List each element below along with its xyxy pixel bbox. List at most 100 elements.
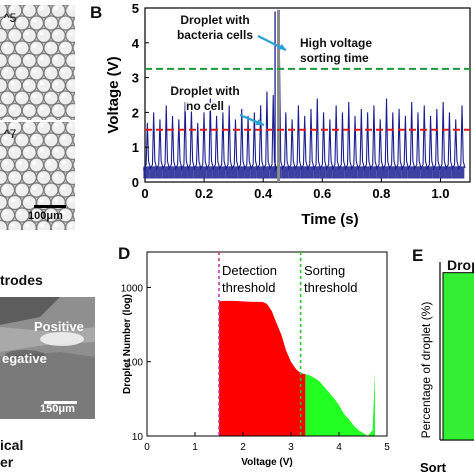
droplet-highlight <box>39 81 44 86</box>
y-tick-label-d: 10 <box>132 432 144 443</box>
droplet-highlight <box>68 123 73 128</box>
signal-baseline <box>200 166 207 179</box>
signal-baseline <box>212 166 219 179</box>
x-tick-label-b: 0 <box>141 186 148 201</box>
signal-baseline <box>288 166 295 179</box>
droplet-highlight <box>3 160 8 165</box>
droplet-highlight <box>61 185 66 190</box>
droplet-circle <box>65 52 75 69</box>
annotation-detection-threshold: threshold <box>222 280 275 295</box>
signal-baseline <box>306 166 314 179</box>
sorting-window-bar <box>277 9 281 182</box>
signal-peak <box>312 98 321 171</box>
x-axis-label-e: Sort <box>420 460 447 474</box>
signal-peak <box>306 108 315 171</box>
droplet-highlight <box>10 31 15 36</box>
signal-peak <box>407 101 416 171</box>
annotation-sorting-time: High voltage <box>300 36 372 50</box>
histogram-detected-area <box>219 300 306 436</box>
droplet-highlight <box>61 93 66 98</box>
droplet-highlight <box>3 210 8 215</box>
y-axis-label-b: Voltage (V) <box>105 56 122 133</box>
signal-peak <box>413 112 422 171</box>
droplet-circle <box>65 77 75 94</box>
plot-frame-b <box>144 7 471 183</box>
x-tick-label-d: 4 <box>336 442 342 453</box>
signal-peak <box>419 105 428 171</box>
droplet-circle <box>29 115 44 120</box>
scale-bar-a-label: 100μm <box>28 210 63 222</box>
droplet-highlight <box>17 210 22 215</box>
droplet-highlight <box>54 223 59 228</box>
signal-baseline <box>244 166 251 179</box>
signal-baseline <box>344 166 352 179</box>
droplet-circle <box>65 102 75 119</box>
signal-baseline <box>193 166 201 179</box>
signal-baseline <box>225 166 232 179</box>
droplet-highlight <box>10 56 15 61</box>
signal-baseline <box>313 166 320 179</box>
droplet-circle <box>72 17 75 29</box>
scale-bar-a <box>34 205 66 208</box>
signal-baseline <box>262 166 270 179</box>
signal-peak <box>212 115 221 171</box>
droplet-highlight <box>54 56 59 61</box>
scale-bar-c <box>44 401 77 404</box>
droplet-circle <box>15 115 29 120</box>
droplet-histogram-chart: 10 100 1000 0 1 2 3 4 5 Voltage (V) Droplet Number… <box>121 251 390 468</box>
droplet-highlight <box>68 148 73 153</box>
signal-peak <box>356 108 365 171</box>
y-tick-label-b: 2 <box>132 105 139 120</box>
droplet-highlight <box>61 118 66 120</box>
signal-peak <box>369 105 378 171</box>
droplet-highlight <box>25 148 30 153</box>
signal-baseline <box>395 166 402 179</box>
droplet-highlight <box>25 198 30 203</box>
droplet-highlight <box>61 18 66 23</box>
droplet-highlight <box>46 185 52 190</box>
signal-peak <box>382 98 391 171</box>
droplet-highlight <box>3 93 8 98</box>
signal-baseline <box>256 166 263 179</box>
droplet-circle <box>73 117 75 120</box>
signal-peak <box>155 119 164 171</box>
droplet-highlight <box>10 81 15 86</box>
sorting-percentage-chart: Percentage of droplet (%) Sort <box>419 262 474 474</box>
signal-baseline <box>376 166 383 179</box>
signal-baseline <box>369 166 377 179</box>
signal-baseline <box>300 166 307 179</box>
droplet-highlight <box>25 56 30 61</box>
droplet-highlight <box>61 210 66 215</box>
droplet-highlight <box>68 56 73 61</box>
plot-frame-d <box>146 251 388 437</box>
signal-peak <box>300 115 309 171</box>
signal-baseline <box>143 166 150 179</box>
droplet-highlight <box>68 198 73 203</box>
droplet-circle <box>72 184 75 196</box>
histogram-sorted-area <box>305 373 375 436</box>
signal-baseline <box>168 166 175 179</box>
signal-baseline <box>413 166 421 179</box>
signal-baseline <box>319 166 326 179</box>
signal-peak <box>426 115 435 171</box>
annotation-bacteria-droplet: bacteria cells <box>177 28 253 42</box>
signal-peak <box>230 119 240 171</box>
signal-baseline <box>181 166 188 179</box>
signal-peak <box>451 119 460 171</box>
droplet-highlight <box>32 135 37 140</box>
droplet-highlight <box>39 173 44 178</box>
signal-baseline <box>420 166 427 179</box>
droplet-highlight <box>25 106 30 111</box>
droplet-circle <box>65 169 75 186</box>
arrow-bacteria-head <box>277 44 286 50</box>
signal-peak <box>224 105 233 171</box>
panel-e-title: Drop <box>447 257 474 273</box>
x-tick-label-b: 0.8 <box>372 186 390 201</box>
droplet-highlight <box>39 123 44 128</box>
signal-peak <box>363 112 372 171</box>
droplet-highlight <box>68 31 73 36</box>
y-tick-label-d: 100 <box>126 358 143 369</box>
droplet-highlight <box>10 148 15 153</box>
y-tick-label-b: 1 <box>132 140 139 155</box>
droplet-circle <box>44 115 58 120</box>
